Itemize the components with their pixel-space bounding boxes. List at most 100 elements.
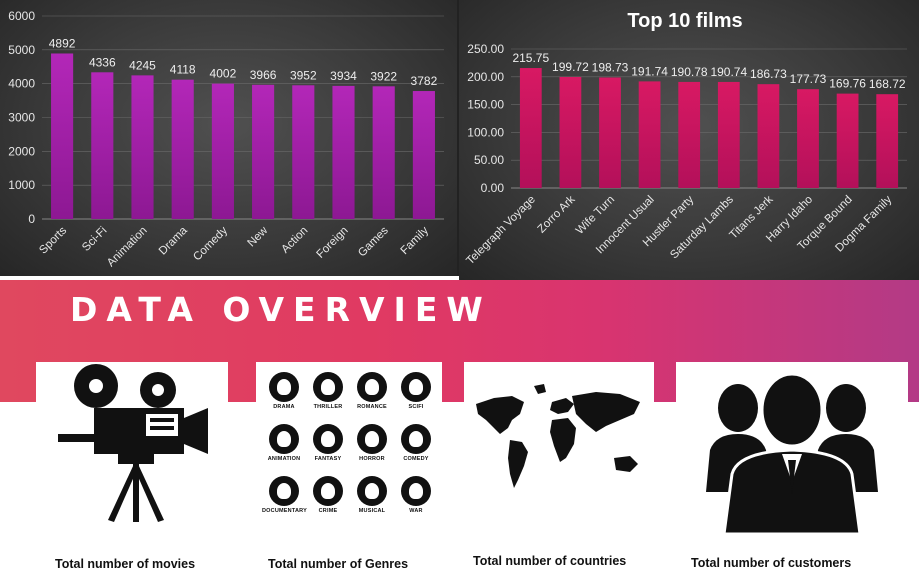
chart-title: Top 10 films [627,10,742,32]
genre-emblem-icon [401,424,431,454]
x-tick-label: Family [399,224,432,257]
countries-card-label: Total number of countries [473,554,627,568]
data-label: 3966 [250,68,277,82]
bar [797,89,819,188]
genre-emblem-icon [401,476,431,506]
bar [412,91,435,219]
genre-label: MUSICAL [358,508,386,514]
x-tick-label: Sci-Fi [80,225,109,254]
genre-label: ROMANCE [357,404,387,410]
genre-emblem-icon [269,476,299,506]
bar [91,72,114,219]
bar [332,85,355,220]
y-tick-label: 0.00 [481,181,505,195]
data-label: 4118 [170,63,196,77]
data-label: 4002 [210,67,237,81]
customers-card [676,362,908,538]
y-tick-label: 4000 [8,77,35,91]
data-label: 3922 [370,69,397,83]
y-tick-label: 6000 [8,9,35,23]
bar [599,77,621,188]
category-bar-chart: 0 1000 2000 3000 4000 5000 6000 4892 Sports 4336 S… [8,9,444,270]
data-label: 191.74 [631,64,668,78]
genre-item: THRILLER [306,372,350,410]
data-label: 4245 [129,58,156,72]
genre-label: SCIFI [408,404,424,410]
y-tick-label: 250.00 [467,42,504,56]
genre-label: CRIME [318,508,338,514]
y-tick-label: 5000 [8,43,35,57]
genre-label: WAR [409,508,423,514]
genre-emblem-icon [313,476,343,506]
y-tick-label: 2000 [8,144,35,158]
data-label: 3934 [330,69,357,83]
bar [252,84,275,219]
genre-emblem-icon [357,476,387,506]
genre-item: DOCUMENTARY [262,476,307,514]
y-tick-label: 200.00 [467,70,504,84]
data-label: 186.73 [750,67,787,81]
bar [678,81,701,188]
movies-card-label: Total number of movies [55,557,196,571]
y-tick-label: 100.00 [467,125,504,139]
data-label: 3782 [411,74,438,88]
data-label: 169.76 [829,77,866,91]
y-tick-label: 1000 [8,178,35,192]
x-tick-label: New [245,224,270,249]
bar [171,79,194,219]
data-label: 4336 [89,55,116,69]
x-tick-label: Games [356,224,391,259]
y-tick-label: 0 [28,212,35,226]
bar [211,83,234,219]
x-tick-label: Sports [37,224,69,256]
genre-item: DRAMA [262,372,306,410]
bar [757,84,780,188]
genre-label: THRILLER [313,404,343,410]
data-label: 3952 [290,68,317,82]
bar [519,68,542,188]
bar [836,93,859,188]
genre-item: SCIFI [394,372,438,410]
top-films-chart-panel: 0.00 50.00 100.00 150.00 200.00 250.00 215.75 T… [459,0,919,280]
x-tick-label: Foreign [315,225,351,261]
data-label: 199.72 [552,60,589,74]
genre-emblem-icon [357,424,387,454]
y-tick-label: 50.00 [474,153,504,167]
data-label: 4892 [49,36,76,50]
genre-emblem-icon [269,372,299,402]
genre-emblem-icon [313,372,343,402]
genre-item: MUSICAL [350,476,394,514]
bar [638,81,661,188]
bar [717,81,740,188]
genre-emblem-icon [357,372,387,402]
genre-item: FANTASY [306,424,350,462]
data-label: 215.75 [512,51,549,65]
x-tick-label: Zorro Ark [536,193,578,235]
genre-item: CRIME [306,476,350,514]
genre-label: DOCUMENTARY [262,508,307,514]
genre-item: COMEDY [394,424,438,462]
genres-card-label: Total number of Genres [268,557,409,571]
genre-item: ROMANCE [350,372,394,410]
y-tick-label: 3000 [8,111,35,125]
x-tick-label: Telegraph Voyage [464,194,538,268]
genre-emblem-icon [401,372,431,402]
genre-emblem-icon [313,424,343,454]
genre-label: ANIMATION [267,456,301,462]
x-tick-label: Action [279,225,310,256]
genre-label: FANTASY [314,456,342,462]
genre-item: WAR [394,476,438,514]
x-tick-label: Comedy [191,224,230,263]
y-tick-label: 150.00 [467,98,504,112]
bar [51,53,74,219]
data-label: 198.73 [592,61,629,75]
bar [559,76,582,188]
genre-label: HORROR [359,456,385,462]
genre-label: COMEDY [403,456,429,462]
data-label: 168.72 [869,77,906,91]
x-tick-label: Animation [105,225,150,270]
genre-label: DRAMA [273,404,295,410]
genre-item: ANIMATION [262,424,306,462]
genre-emblem-icon [269,424,299,454]
top-films-bar-chart: 0.00 50.00 100.00 150.00 200.00 250.00 215.75 T… [464,10,907,268]
